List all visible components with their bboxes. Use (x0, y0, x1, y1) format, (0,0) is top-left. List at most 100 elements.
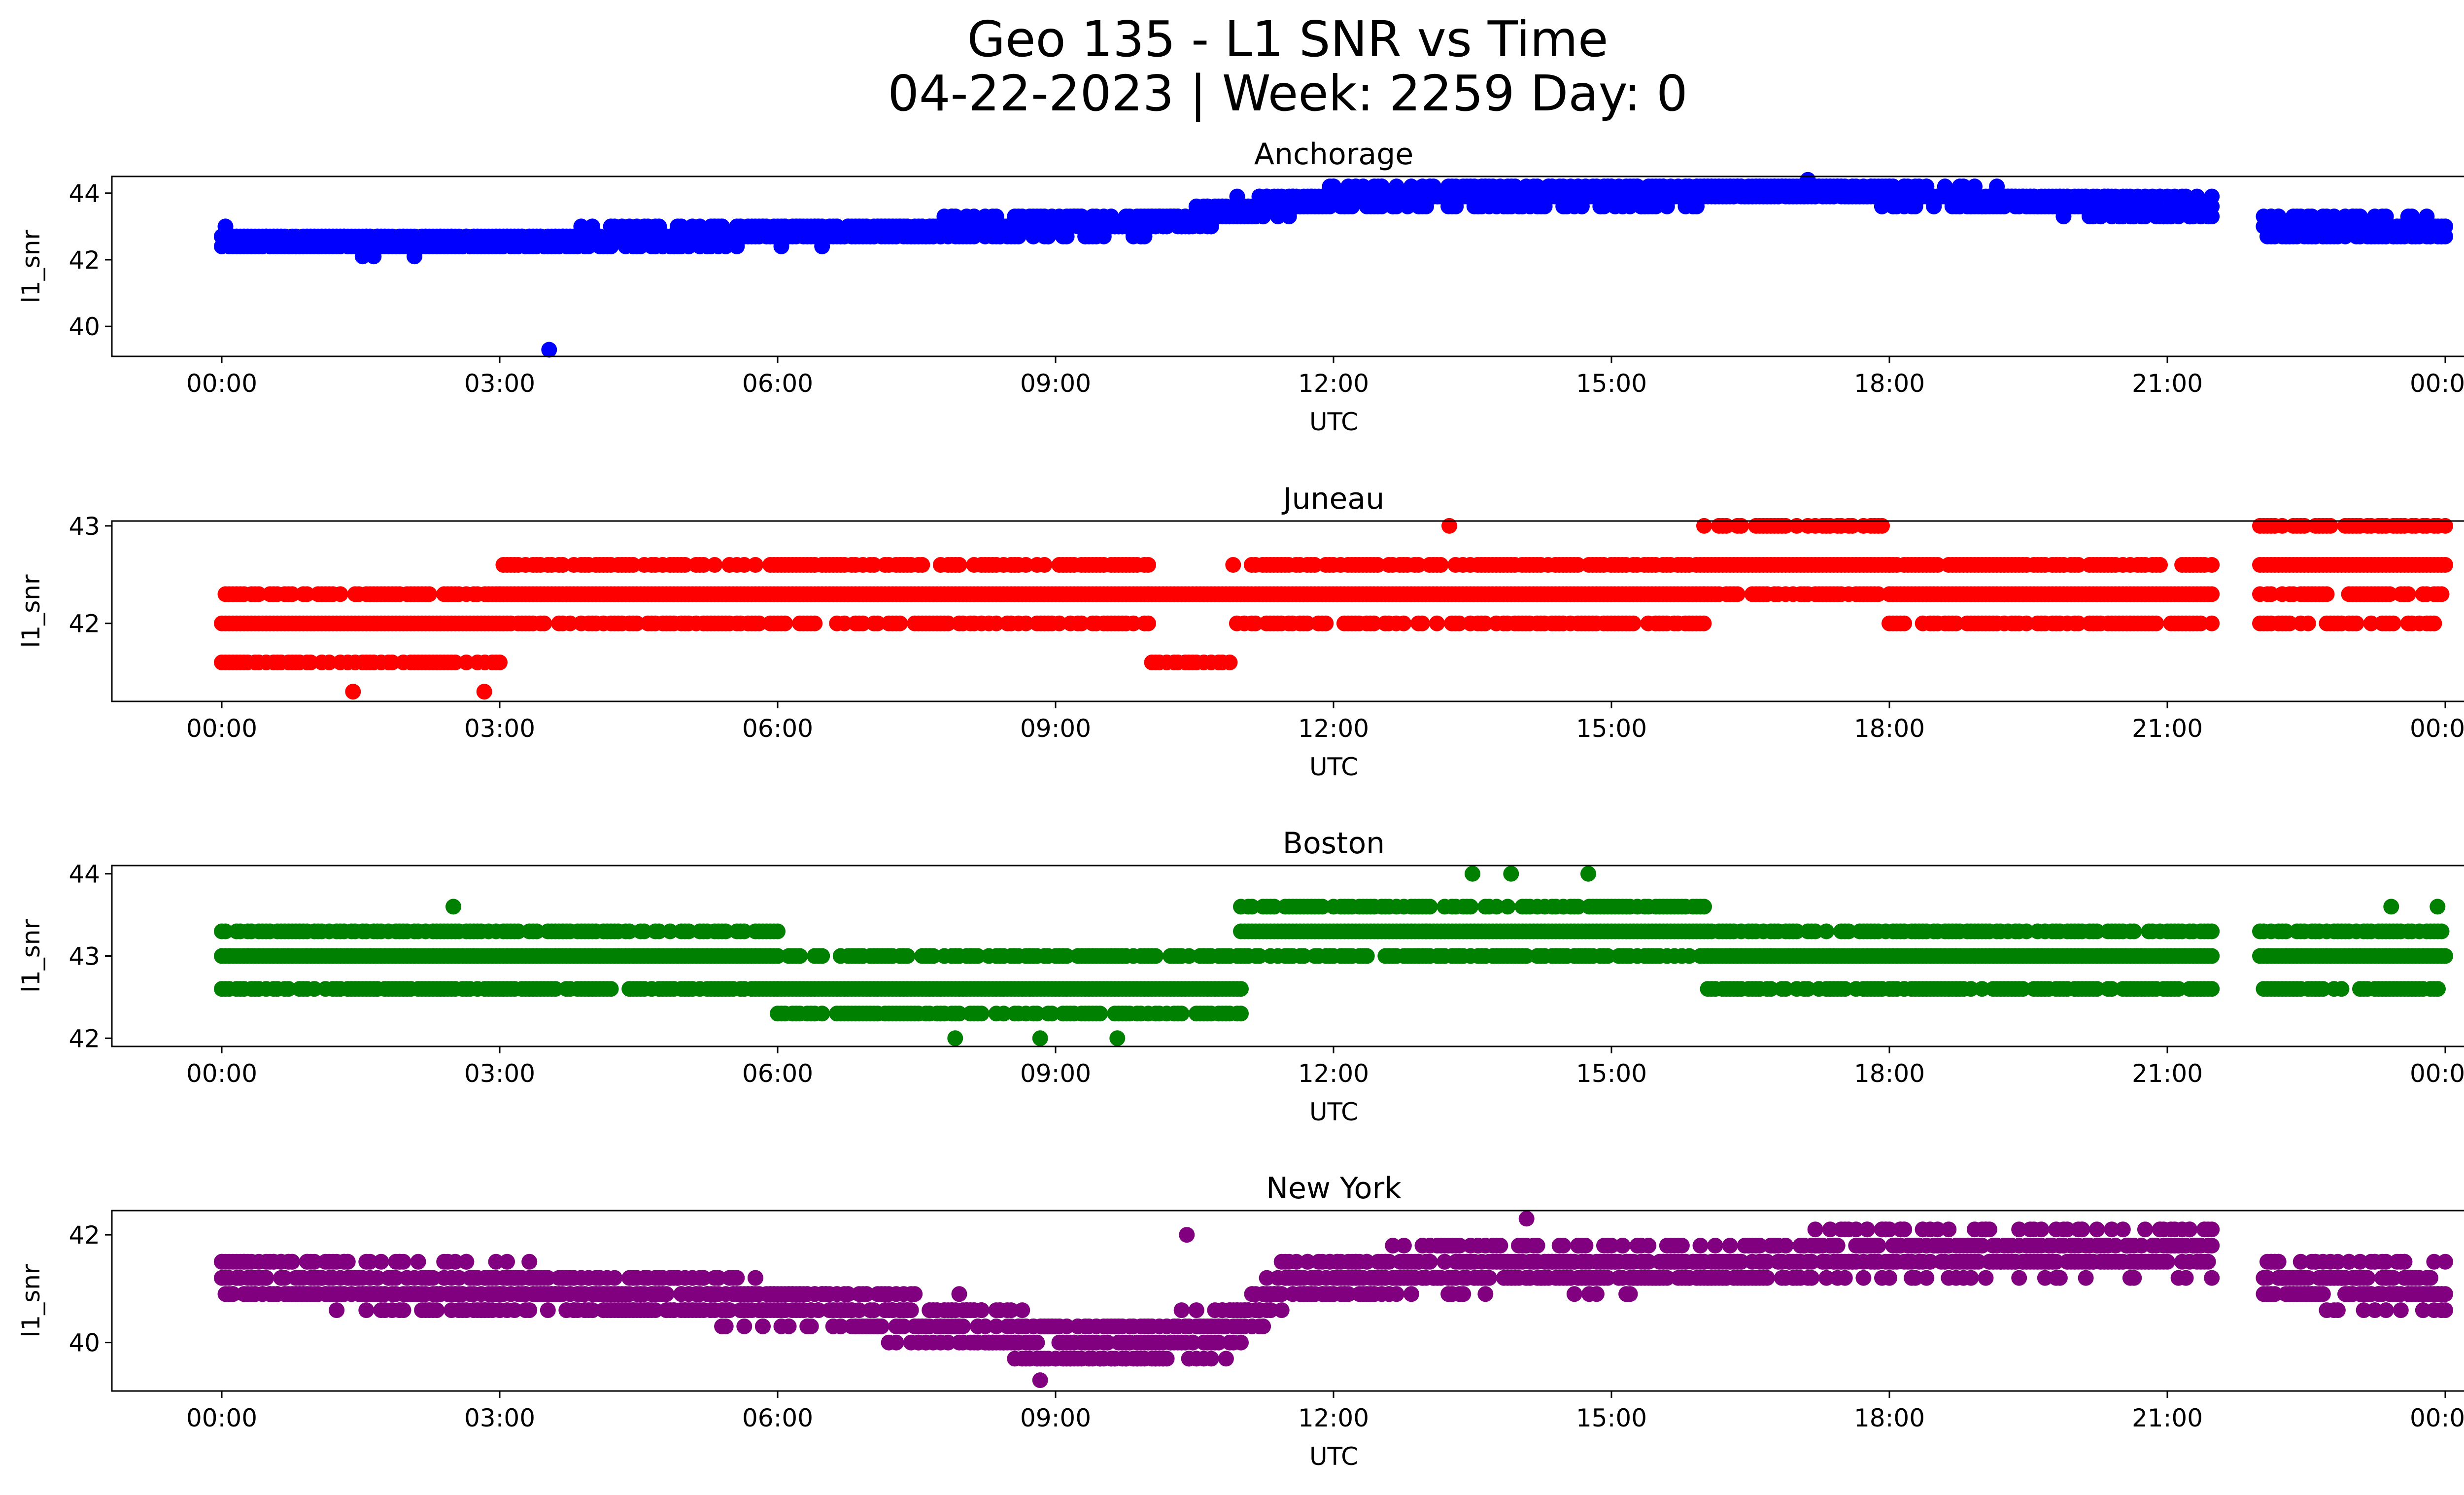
x-tick-label: 09:00 (1020, 369, 1091, 398)
x-tick-label: 12:00 (1298, 369, 1369, 398)
data-point (1818, 923, 1835, 939)
data-point (807, 615, 823, 631)
data-point (521, 1253, 538, 1270)
data-point (814, 1006, 830, 1022)
data-point (2126, 923, 2142, 939)
x-tick-label: 15:00 (1576, 369, 1647, 398)
x-tick-label: 15:00 (1576, 1059, 1647, 1088)
x-tick-label: 00:00 (186, 1059, 257, 1088)
data-point (707, 557, 723, 573)
y-axis-label: l1_snr (17, 230, 45, 303)
data-point (1429, 615, 1445, 631)
data-point (1140, 557, 1156, 573)
panel-new-york (105, 1210, 2464, 1398)
data-point (541, 342, 557, 358)
data-point (2437, 557, 2453, 573)
data-point (1463, 899, 1479, 915)
data-point (445, 899, 461, 915)
data-point (777, 615, 793, 631)
data-point (914, 557, 930, 573)
x-tick-label: 18:00 (1854, 369, 1925, 398)
y-tick-label: 44 (68, 860, 100, 889)
data-point (2152, 557, 2168, 573)
data-point (1148, 948, 1164, 964)
data-point (1896, 615, 1913, 631)
x-tick-label: 12:00 (1298, 714, 1369, 743)
data-point (947, 1030, 963, 1046)
data-point (358, 1302, 375, 1319)
y-tick-label: 44 (68, 179, 100, 208)
data-point (2204, 615, 2220, 631)
x-tick-label: 06:00 (742, 714, 813, 743)
data-point (521, 1302, 538, 1319)
x-tick-label: 00:00 (186, 369, 257, 398)
plot-frame-juneau (111, 520, 2464, 702)
data-point (792, 948, 808, 964)
data-point (2430, 981, 2446, 997)
data-point (1092, 1006, 1108, 1022)
data-point (603, 981, 619, 997)
y-axis-label: l1_snr (17, 919, 45, 993)
y-tick-label: 42 (68, 1024, 100, 1053)
data-point (2433, 923, 2450, 939)
data-point (1396, 615, 1412, 631)
data-point (1109, 1030, 1126, 1046)
x-tick-label: 09:00 (1020, 714, 1091, 743)
data-point (892, 615, 908, 631)
x-tick-label: 03:00 (464, 369, 535, 398)
data-point (458, 1253, 475, 1270)
data-point (814, 948, 830, 964)
data-point (1414, 615, 1430, 631)
panel-title-boston: Boston (1283, 826, 1385, 861)
data-point (2319, 586, 2335, 602)
data-point (1225, 557, 1241, 573)
data-point (1233, 1006, 1249, 1022)
data-point (770, 923, 786, 939)
data-points-boston (214, 866, 2453, 1046)
x-tick-label: 09:00 (1020, 1059, 1091, 1088)
y-tick-label: 40 (68, 313, 100, 341)
data-point (429, 1302, 445, 1319)
data-point (1503, 866, 1519, 882)
x-tick-label: 06:00 (742, 369, 813, 398)
panel-anchorage (105, 172, 2464, 363)
x-axis-label: UTC (1309, 753, 1358, 781)
x-tick-label: 21:00 (2132, 714, 2203, 743)
y-tick-label: 43 (68, 942, 100, 971)
data-point (421, 586, 438, 602)
data-point (1233, 981, 1249, 997)
data-point (395, 1253, 411, 1270)
data-point (1173, 1006, 1190, 1022)
data-point (284, 1253, 300, 1270)
data-point (2204, 557, 2220, 573)
data-point (1318, 615, 1334, 631)
x-tick-label: 00:00 (2410, 1059, 2464, 1088)
y-axis-label: l1_snr (17, 574, 45, 648)
data-point (476, 684, 492, 700)
data-point (2383, 899, 2399, 915)
x-tick-label: 00:00 (2410, 369, 2464, 398)
x-tick-label: 18:00 (1854, 1059, 1925, 1088)
data-points-new-york (214, 1211, 2453, 1389)
x-tick-label: 18:00 (1854, 714, 1925, 743)
data-point (1422, 899, 1438, 915)
data-point (2426, 615, 2442, 631)
figure-title-line2: 04-22-2023 | Week: 2259 Day: 0 (888, 65, 1688, 122)
x-tick-label: 06:00 (742, 1059, 813, 1088)
data-point (1696, 615, 1712, 631)
panel-title-anchorage: Anchorage (1254, 137, 1413, 172)
panel-title-juneau: Juneau (1281, 482, 1384, 516)
data-point (1696, 899, 1712, 915)
data-points-juneau (214, 518, 2453, 700)
y-tick-label: 42 (68, 610, 100, 638)
data-point (1729, 586, 1745, 602)
data-point (2204, 981, 2220, 997)
data-point (2333, 981, 2350, 997)
panel-boston (105, 865, 2464, 1053)
data-point (1465, 866, 1480, 882)
data-point (258, 1270, 274, 1286)
data-points-anchorage (214, 172, 2453, 358)
data-point (2204, 586, 2220, 602)
x-tick-label: 21:00 (2132, 1059, 2203, 1088)
